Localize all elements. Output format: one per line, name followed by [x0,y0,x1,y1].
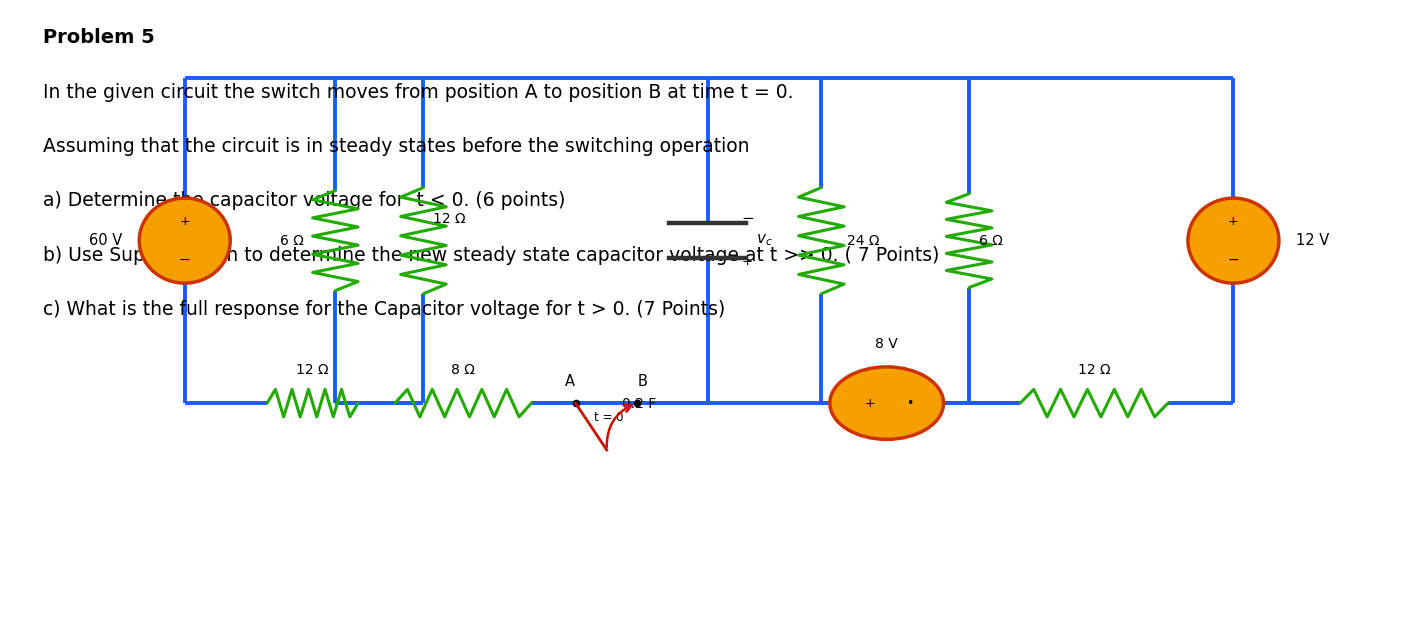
Text: $v_c$: $v_c$ [756,232,773,249]
Text: 8 Ω: 8 Ω [452,363,475,377]
FancyArrowPatch shape [607,405,631,448]
Text: 6 Ω: 6 Ω [280,234,304,248]
Text: +: + [179,215,190,228]
Text: 24 Ω: 24 Ω [847,234,880,248]
Text: 0.2 F: 0.2 F [622,397,657,411]
Text: •: • [905,397,914,409]
Text: +: + [864,397,875,409]
Text: −: − [742,211,755,226]
Text: +: + [1228,215,1239,228]
Text: t = 0: t = 0 [594,411,624,424]
Text: B: B [638,374,647,389]
Text: In the given circuit the switch moves from position A to position B at time t = : In the given circuit the switch moves fr… [43,82,793,101]
Text: −: − [179,253,190,267]
Ellipse shape [1188,198,1279,283]
Text: 12 V: 12 V [1296,233,1329,248]
Ellipse shape [139,198,230,283]
Text: −: − [1228,253,1239,267]
Text: +: + [742,255,753,268]
Text: b) Use Superposition to determine the new steady state capacitor voltage at t >>: b) Use Superposition to determine the ne… [43,246,939,264]
Text: 8 V: 8 V [875,337,898,351]
Text: 6 Ω: 6 Ω [979,234,1003,248]
Text: 60 V: 60 V [90,233,122,248]
Ellipse shape [830,367,944,439]
Text: 12 Ω: 12 Ω [433,212,466,226]
Text: c) What is the full response for the Capacitor voltage for t > 0. (7 Points): c) What is the full response for the Cap… [43,300,725,319]
Text: A: A [564,374,576,389]
Text: Problem 5: Problem 5 [43,28,155,47]
Text: a) Determine the capacitor voltage for  t < 0. (6 points): a) Determine the capacitor voltage for t… [43,191,566,210]
Text: Assuming that the circuit is in steady states before the switching operation: Assuming that the circuit is in steady s… [43,137,749,156]
Text: 12 Ω: 12 Ω [297,363,328,377]
Text: 12 Ω: 12 Ω [1079,363,1110,377]
